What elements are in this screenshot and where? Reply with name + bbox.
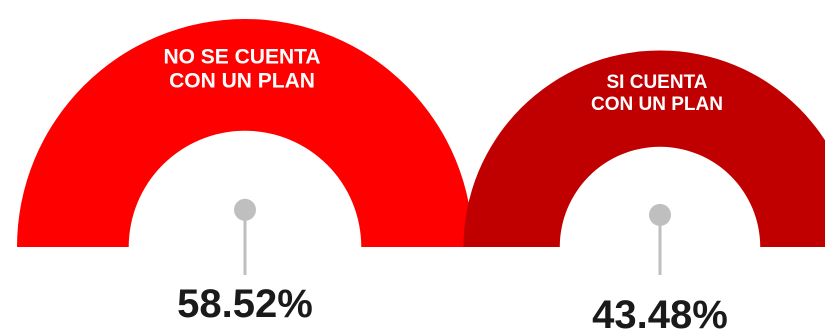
arc-label-si-plan-line-2: CON UN PLAN [591,94,723,115]
arc-si-plan [463,50,825,247]
value-label-si-plan: 43.48% [592,293,728,331]
arc-no-plan [17,19,473,247]
arc-label-no-plan-line-1: NO SE CUENTA [163,45,320,68]
label-layer: NO SE CUENTA CON UN PLAN SI CUENTA CON U… [163,45,727,331]
arc-label-no-plan-line-2: CON UN PLAN [169,69,315,92]
arc-label-si-plan-line-1: SI CUENTA [607,72,708,93]
arc-layer [17,19,825,247]
value-label-no-plan: 58.52% [177,282,313,326]
marker-layer [234,198,671,275]
